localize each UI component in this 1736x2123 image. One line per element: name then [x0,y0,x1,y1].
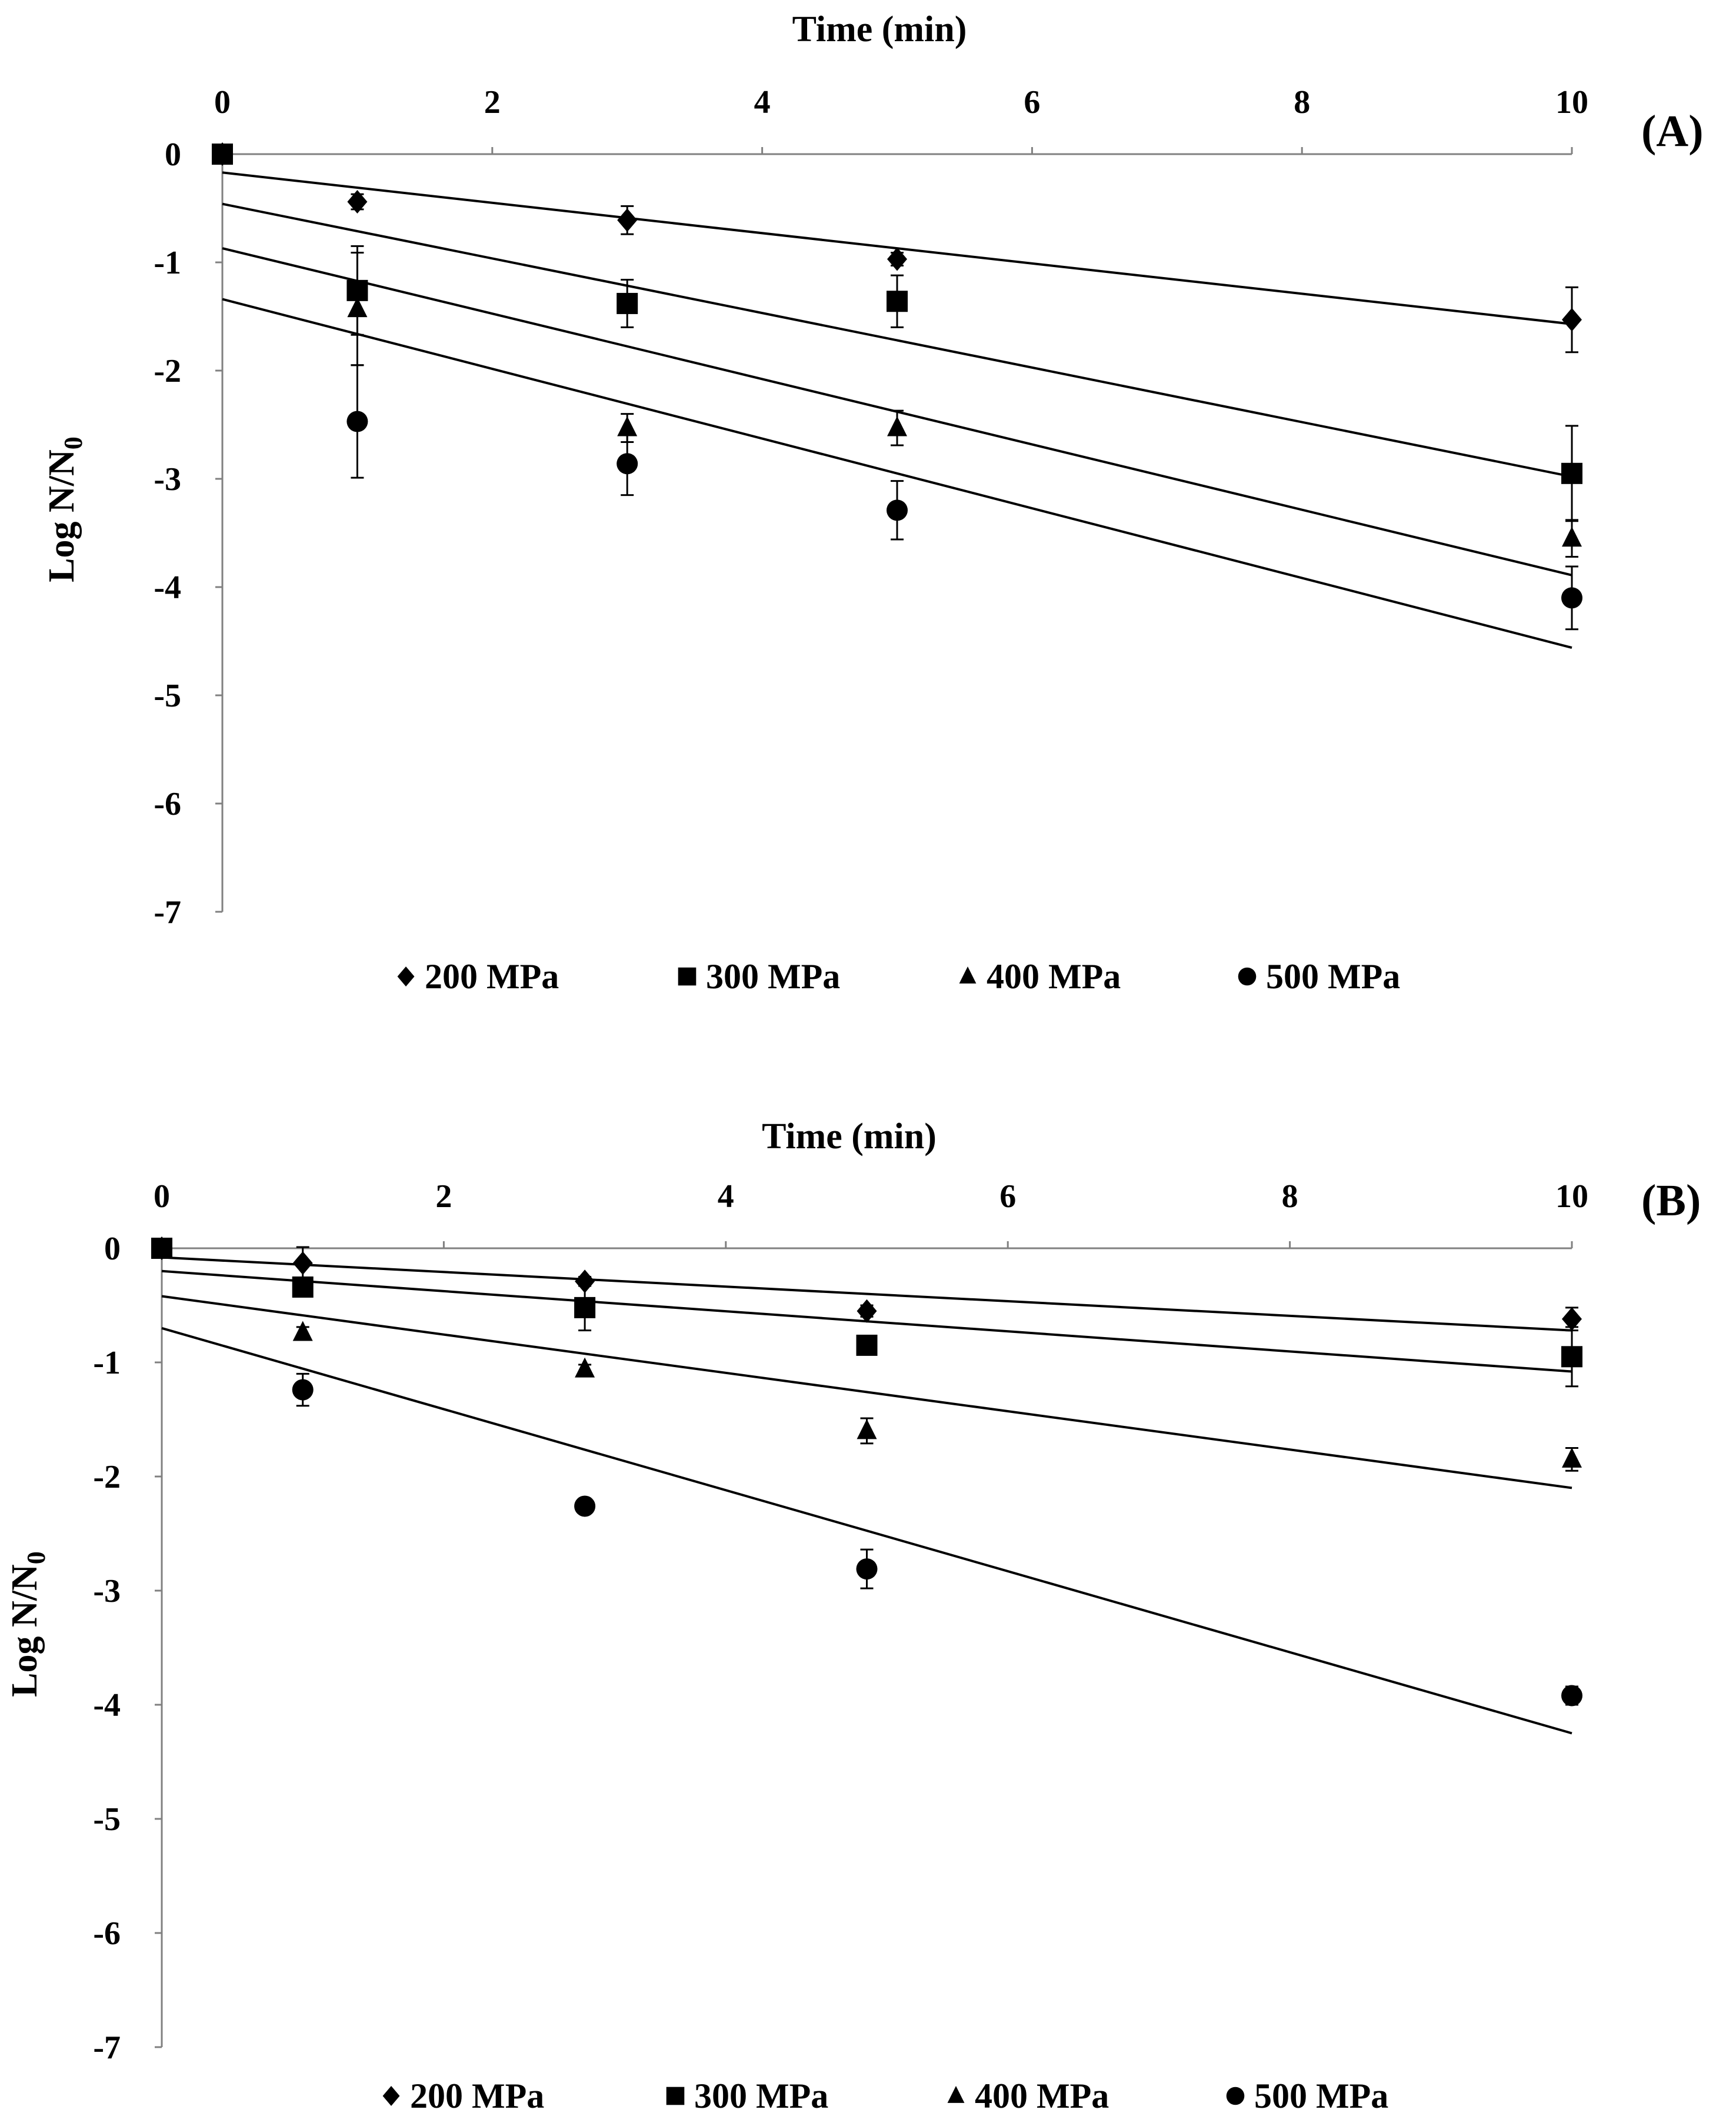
y-axis-title-subscript: 0 [59,436,88,449]
data-point-diamond [857,1299,877,1323]
x-tick-label: 4 [718,1178,734,1215]
data-point-triangle [292,1321,313,1341]
x-tick-label: 2 [435,1178,452,1215]
data-point-circle [1561,1685,1582,1707]
data-point-circle [212,144,233,165]
fit-line-diamond [161,1256,1572,1332]
x-tick-label: 10 [1555,1178,1588,1215]
legend-label-circle: 500 MPa [1266,957,1400,996]
y-tick-label: -6 [154,786,181,822]
data-point-circle [346,411,368,432]
data-point-triangle [1562,526,1582,547]
data-point-diamond [1562,1307,1582,1331]
data-point-circle [1561,587,1582,609]
legend-marker-circle [1238,967,1257,986]
legend-label-square: 300 MPa [706,957,840,996]
data-point-circle [856,1558,878,1580]
x-tick-label: 2 [484,84,501,121]
legend-marker-circle [1226,2087,1245,2105]
x-tick-label: 8 [1282,1178,1298,1215]
y-axis-title: Log N/N0 [42,436,88,582]
data-point-circle [292,1379,314,1401]
fit-line-circle [161,1327,1572,1735]
x-axis-title: Time (min) [762,1117,937,1157]
data-point-diamond [347,189,368,214]
data-point-diamond [575,1269,595,1294]
y-axis-title-subscript: 0 [22,1551,51,1564]
y-axis-title-main: Log N/N [42,449,82,582]
data-point-triangle [575,1357,595,1378]
data-point-circle [617,453,638,475]
data-point-triangle [887,416,907,436]
legend-label-circle: 500 MPa [1254,2077,1388,2115]
y-tick-label: 0 [104,1231,121,1267]
panel-label: (A) [1641,106,1704,156]
y-tick-label: -7 [93,2029,121,2066]
legend-label-diamond: 200 MPa [425,957,559,996]
data-point-square [574,1297,596,1318]
x-tick-label: 6 [999,1178,1016,1215]
y-tick-label: 0 [165,136,181,173]
data-point-square [887,291,908,312]
legend-marker-triangle [959,966,977,984]
y-tick-label: -1 [93,1345,121,1381]
fit-line-circle [222,298,1572,649]
y-tick-label: -3 [154,461,181,498]
data-point-circle [887,499,908,521]
legend-marker-square [666,2087,685,2105]
y-tick-label: -5 [93,1801,121,1838]
data-point-square [856,1334,878,1356]
data-point-square [1561,462,1582,484]
data-point-diamond [617,208,638,232]
data-point-diamond [887,247,907,271]
data-point-circle [151,1238,172,1259]
data-point-square [292,1276,314,1298]
y-tick-label: -3 [93,1573,121,1609]
y-tick-label: -6 [93,1915,121,1952]
legend-marker-diamond [397,966,415,986]
data-point-circle [574,1495,596,1517]
data-point-triangle [1562,1447,1582,1468]
data-point-triangle [857,1419,877,1439]
y-tick-label: -4 [93,1687,121,1724]
fit-line-square [222,202,1572,478]
x-tick-label: 8 [1294,84,1310,121]
y-tick-label: -2 [93,1459,121,1495]
y-tick-label: -2 [154,353,181,389]
y-tick-label: -7 [154,894,181,931]
fit-line-triangle [161,1295,1572,1489]
legend-label-diamond: 200 MPa [410,2077,544,2115]
y-tick-label: -4 [154,569,181,606]
data-point-triangle [347,297,368,318]
x-tick-label: 10 [1555,84,1588,121]
y-axis-title-main: Log N/N [5,1564,45,1697]
x-tick-label: 0 [214,84,231,121]
panel-label: (B) [1641,1176,1701,1225]
data-point-diamond [292,1251,313,1275]
legend-label-triangle: 400 MPa [975,2077,1109,2115]
x-tick-label: 4 [754,84,771,121]
legend-marker-triangle [947,2086,965,2103]
legend-label-square: 300 MPa [694,2077,828,2115]
y-tick-label: -1 [154,245,181,281]
data-point-diamond [1562,308,1582,332]
x-tick-label: 0 [154,1178,170,1215]
data-point-triangle [617,416,638,436]
x-tick-label: 6 [1024,84,1040,121]
data-point-square [1561,1346,1582,1368]
y-tick-label: -5 [154,678,181,714]
x-axis-title: Time (min) [792,9,967,49]
data-point-square [617,292,638,314]
legend-marker-diamond [382,2086,400,2106]
legend-marker-square [678,967,697,986]
legend-label-triangle: 400 MPa [987,957,1121,996]
y-axis-title: Log N/N0 [5,1551,51,1697]
